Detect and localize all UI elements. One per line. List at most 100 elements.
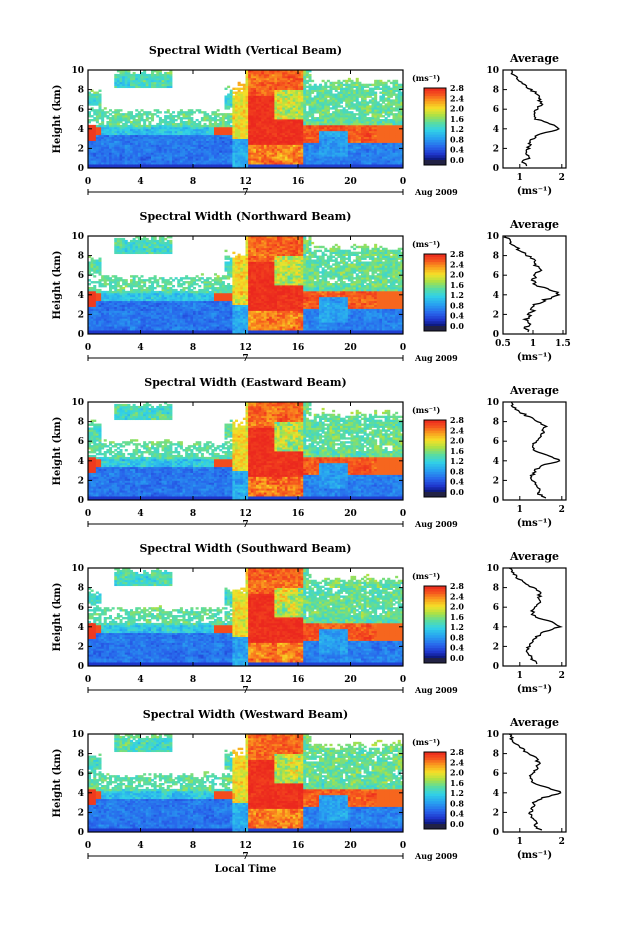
- heatmap-cell: [91, 94, 94, 96]
- heatmap-cell: [117, 109, 120, 111]
- heatmap-cell: [180, 117, 183, 119]
- heatmap-cell: [141, 109, 144, 111]
- heatmap-cell: [193, 111, 196, 113]
- heatmap-cell: [175, 123, 178, 125]
- heatmap-cell: [130, 121, 133, 123]
- heatmap-cell: [162, 74, 165, 76]
- heatmap-cell: [117, 74, 120, 76]
- heatmap-cell: [125, 113, 128, 115]
- heatmap-cell: [96, 109, 99, 111]
- chart-title: Spectral Width (Vertical Beam): [149, 44, 342, 57]
- heatmap-cell: [143, 119, 146, 121]
- heatmap-cell: [172, 115, 175, 117]
- heatmap-cell: [133, 72, 136, 74]
- heatmap-cell: [185, 121, 188, 123]
- heatmap-cell: [156, 123, 159, 125]
- heatmap-cell: [162, 119, 165, 121]
- heatmap-cell: [159, 111, 162, 113]
- heatmap-cell: [130, 74, 133, 76]
- heatmap-cell: [148, 117, 151, 119]
- heatmap-cell: [96, 125, 99, 127]
- heatmap-cell: [114, 109, 117, 111]
- heatmap-cell: [104, 111, 107, 113]
- heatmap-cell: [106, 121, 109, 123]
- heatmap-cell: [127, 111, 130, 113]
- heatmap-cell: [96, 92, 99, 94]
- heatmap-cell: [148, 74, 151, 76]
- heatmap-cell: [122, 123, 125, 125]
- heatmap-cell: [135, 113, 138, 115]
- heatmap-cell: [112, 111, 115, 113]
- heatmap-cell: [146, 74, 149, 76]
- heatmap-cell: [135, 109, 138, 111]
- heatmap-cell: [99, 123, 102, 125]
- heatmap-cell: [141, 113, 144, 115]
- heatmap-cell: [91, 115, 94, 117]
- heatmap-cell: [99, 94, 102, 96]
- heatmap-cell: [185, 111, 188, 113]
- heatmap-cell: [120, 125, 123, 127]
- heatmap-cell: [151, 113, 154, 115]
- heatmap-cell: [167, 121, 170, 123]
- heatmap-cell: [190, 109, 193, 111]
- heatmap-cell: [183, 111, 186, 113]
- heatmap-cell: [146, 111, 149, 113]
- heatmap-cell: [146, 125, 149, 127]
- heatmap-cell: [135, 74, 138, 76]
- heatmap-cell: [109, 109, 112, 111]
- heatmap-cell: [120, 113, 123, 115]
- heatmap-cell: [109, 117, 112, 119]
- heatmap-cell: [159, 117, 162, 119]
- heatmap-cell: [91, 119, 94, 121]
- heatmap-cell: [122, 113, 125, 115]
- heatmap-cell: [164, 115, 167, 117]
- heatmap-cell: [167, 72, 170, 74]
- heatmap-cell: [93, 109, 96, 111]
- heatmap-cell: [130, 111, 133, 113]
- heatmap-cell: [188, 109, 191, 111]
- heatmap-cell: [135, 119, 138, 121]
- heatmap-cell: [177, 123, 180, 125]
- heatmap-cell: [175, 115, 178, 117]
- heatmap-cell: [104, 125, 107, 127]
- heatmap-cell: [175, 119, 178, 121]
- heatmap-cell: [120, 109, 123, 111]
- heatmap-cell: [164, 72, 167, 74]
- heatmap-cell: [143, 111, 146, 113]
- heatmap-cell: [156, 115, 159, 117]
- heatmap-cell: [162, 125, 165, 127]
- heatmap-cell: [127, 125, 130, 127]
- heatmap-cell: [190, 117, 193, 119]
- heatmap-cell: [138, 74, 141, 76]
- figure-svg: Spectral Width (Vertical Beam)0246810048…: [0, 0, 619, 929]
- figure-root: Spectral Width (Vertical Beam)0246810048…: [0, 0, 619, 929]
- heatmap-cell: [133, 115, 136, 117]
- heatmap-cell: [101, 109, 104, 111]
- heatmap-cell: [112, 115, 115, 117]
- heatmap-cell: [169, 113, 172, 115]
- heatmap-cell: [106, 115, 109, 117]
- heatmap-cell: [172, 111, 175, 113]
- heatmap-cell: [151, 125, 154, 127]
- heatmap-cell: [164, 111, 167, 113]
- heatmap-cell: [99, 90, 102, 92]
- heatmap-cell: [93, 125, 96, 127]
- heatmap-cell: [154, 74, 157, 76]
- heatmap-cell: [177, 111, 180, 113]
- heatmap-cell: [167, 115, 170, 117]
- heatmap-cells: [88, 70, 403, 168]
- heatmap-cell: [104, 107, 107, 109]
- heatmap-cell: [148, 121, 151, 123]
- heatmap-cell: [141, 125, 144, 127]
- heatmap-cell: [154, 125, 157, 127]
- heatmap-cell: [106, 111, 109, 113]
- heatmap-cell: [154, 113, 157, 115]
- heatmap-cell: [93, 92, 96, 94]
- heatmap-cell: [148, 111, 151, 113]
- heatmap-cell: [154, 109, 157, 111]
- heatmap-cell: [93, 117, 96, 119]
- heatmap-cell: [193, 121, 196, 123]
- heatmap-cell: [167, 109, 170, 111]
- heatmap-cell: [114, 74, 117, 76]
